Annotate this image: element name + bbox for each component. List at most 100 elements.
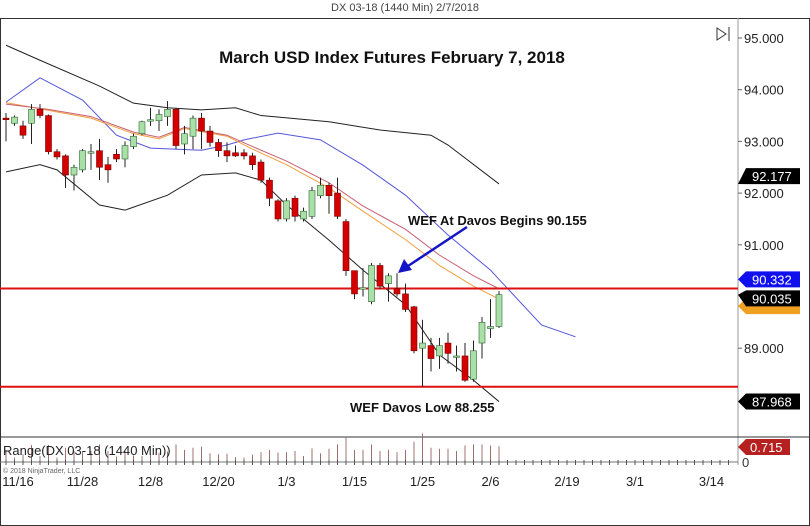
candle <box>419 319 426 387</box>
candle-body <box>419 342 426 349</box>
candle <box>2 112 10 142</box>
candle <box>121 141 129 168</box>
candle <box>62 154 69 188</box>
candle <box>274 199 282 222</box>
scroll-to-end-icon[interactable] <box>716 27 730 41</box>
chart-title: March USD Index Futures February 7, 2018 <box>219 48 565 67</box>
candle-body <box>87 151 95 154</box>
chart-header: DX 03-18 (1440 Min) 2/7/2018 <box>331 2 479 14</box>
candle-body <box>70 166 78 176</box>
price-markers: 92.177 90.332 90.035 87.968 <box>738 168 800 410</box>
indicator-label: Range(DX 03-18 (1440 Min)) <box>3 443 171 458</box>
price-marker-value: 92.177 <box>752 169 792 184</box>
candle-body <box>308 190 316 217</box>
candle <box>223 142 231 163</box>
candle-body <box>240 152 248 157</box>
candle <box>45 114 52 155</box>
candle <box>393 273 401 297</box>
candle <box>334 177 341 219</box>
candle <box>130 133 137 150</box>
candle-body <box>283 200 290 220</box>
candle <box>11 115 18 126</box>
candle-body <box>181 133 188 145</box>
candle <box>325 182 333 214</box>
overlay-line-4 <box>5 103 500 290</box>
candle-body <box>232 152 239 157</box>
candle-body <box>155 114 163 122</box>
annotation-davos-low: WEF Davos Low 88.255 <box>350 400 495 415</box>
candle <box>206 125 214 147</box>
candle <box>189 115 197 150</box>
candle-body <box>223 150 231 157</box>
overlay-line-3 <box>5 102 500 300</box>
price-marker-value: 87.968 <box>752 395 792 410</box>
candle-body <box>45 115 52 153</box>
candle <box>164 101 171 126</box>
annotation-arrow <box>398 225 468 273</box>
candle-body <box>104 164 112 171</box>
candle <box>376 262 384 289</box>
candle <box>257 159 265 183</box>
candle <box>104 156 112 183</box>
candle <box>198 112 205 150</box>
price-marker: 92.177 <box>738 168 800 185</box>
price-marker-tag <box>738 393 800 410</box>
candle-body <box>257 161 265 181</box>
candle-body <box>487 326 494 329</box>
candle <box>232 145 239 157</box>
candle <box>215 138 222 157</box>
price-marker: 90.332 <box>738 271 800 288</box>
candle-body <box>198 117 205 132</box>
candle <box>79 149 86 173</box>
time-tick-label: 11/28 <box>67 474 99 489</box>
candle-body <box>36 109 44 116</box>
candle-body <box>461 355 469 381</box>
candle-body <box>351 270 358 295</box>
candle <box>147 107 154 126</box>
price-ticks: 95.000 94.000 93.000 92.000 91.000 89.000 <box>738 31 784 356</box>
price-marker-value: 90.332 <box>752 272 792 287</box>
candle <box>291 195 299 222</box>
candle <box>266 177 273 207</box>
candle-body <box>325 185 333 196</box>
price-tick-label: 93.000 <box>744 134 784 149</box>
candle-body <box>300 210 307 220</box>
candle-body <box>410 306 418 352</box>
candle-body <box>478 322 486 344</box>
candle-body <box>113 154 120 160</box>
time-tick-label: 1/3 <box>277 474 295 489</box>
candle-body <box>121 145 129 160</box>
candle-body <box>334 192 341 217</box>
candle-body <box>130 135 137 147</box>
candle-body <box>393 288 401 295</box>
candle-body <box>274 200 282 220</box>
time-ticks: 11/16 11/28 12/8 12/20 1/3 1/15 1/25 2/6 2/19 3/1… <box>2 460 729 489</box>
candle <box>53 149 61 160</box>
candle <box>351 270 358 300</box>
indicator-value: 0.715 <box>750 440 783 455</box>
candle <box>249 152 256 170</box>
price-marker: 90.035 <box>738 290 800 307</box>
overlay-line-2 <box>5 164 500 402</box>
candle <box>240 149 248 160</box>
candle-body <box>376 265 384 287</box>
candle-body <box>138 121 146 134</box>
candle <box>96 138 103 181</box>
candle-body <box>317 185 324 196</box>
time-tick-label: 11/16 <box>2 474 34 489</box>
candle-body <box>189 117 197 137</box>
price-marker: 87.968 <box>738 393 800 410</box>
candle-body <box>444 342 452 354</box>
horizontal-lines <box>0 287 738 388</box>
candle-body <box>436 345 443 357</box>
candle <box>283 198 290 222</box>
candle-body <box>215 142 222 152</box>
candle-body <box>249 155 256 165</box>
candle-body <box>206 130 214 143</box>
candle <box>478 317 486 359</box>
candle <box>495 291 503 329</box>
candle-body <box>164 109 171 117</box>
candle <box>385 273 392 302</box>
indicator-value-marker: 0.715 <box>738 439 790 455</box>
